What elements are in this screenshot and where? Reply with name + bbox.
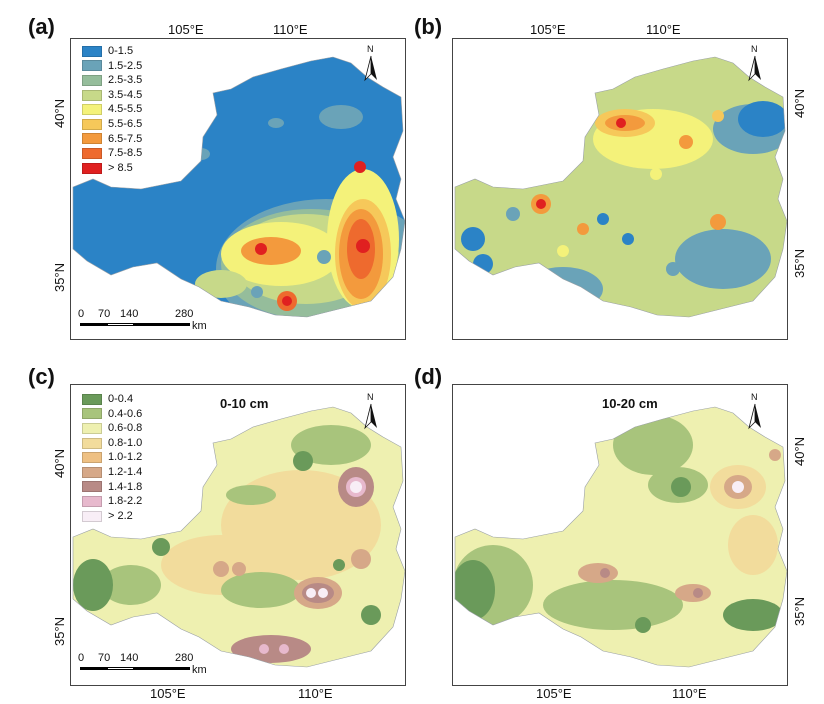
- legend-item: 0.8-1.0: [82, 436, 142, 451]
- legend-item: 4.5-5.5: [82, 102, 142, 117]
- legend-item: 1.5-2.5: [82, 59, 142, 74]
- lon-label-110: 110°E: [273, 22, 308, 37]
- legend-item: 2.5-3.5: [82, 73, 142, 88]
- depth-title-c: 0-10 cm: [220, 396, 269, 411]
- legend-item: 1.8-2.2: [82, 494, 142, 509]
- legend-item: 6.5-7.5: [82, 132, 142, 147]
- panel-label-a: (a): [28, 14, 55, 39]
- panel-label-c: (c): [28, 364, 55, 389]
- depth-title-d: 10-20 cm: [602, 396, 658, 411]
- scale-bar: 0 70 140 280 km: [78, 652, 207, 676]
- map-b: [454, 56, 787, 318]
- legend-item: 1.2-1.4: [82, 465, 142, 480]
- legend-item: > 8.5: [82, 161, 142, 176]
- legend-item: 0-1.5: [82, 44, 142, 59]
- north-arrow-icon: N: [362, 44, 380, 84]
- lat-label-40: 40°N: [792, 88, 807, 118]
- lon-label-105: 105°E: [530, 22, 566, 37]
- lat-label-35: 35°N: [52, 262, 67, 292]
- north-arrow-icon: N: [746, 44, 764, 84]
- north-arrow-icon: N: [362, 392, 380, 432]
- legend-item: 0.6-0.8: [82, 421, 142, 436]
- lat-label-35: 35°N: [792, 596, 807, 626]
- map-frame-a: [70, 38, 406, 340]
- lat-label-35: 35°N: [792, 248, 807, 278]
- lat-label-40: 40°N: [52, 448, 67, 478]
- lon-label-110: 110°E: [646, 22, 681, 37]
- panel-label-d: (d): [414, 364, 443, 389]
- north-arrow-icon: N: [746, 392, 764, 432]
- legend-item: 3.5-4.5: [82, 88, 142, 103]
- legend-top: 0-1.5 1.5-2.5 2.5-3.5 3.5-4.5 4.5-5.5 5.…: [82, 44, 142, 175]
- map-frame-d: [452, 384, 788, 686]
- lon-label-105: 105°E: [150, 686, 186, 701]
- map-d: [454, 406, 787, 668]
- legend-item: 0-0.4: [82, 392, 142, 407]
- lon-label-105: 105°E: [536, 686, 572, 701]
- lat-label-40: 40°N: [52, 98, 67, 128]
- legend-item: 0.4-0.6: [82, 407, 142, 422]
- map-frame-c: [70, 384, 406, 686]
- legend-item: 1.4-1.8: [82, 480, 142, 495]
- legend-item: 1.0-1.2: [82, 450, 142, 465]
- lon-label-110: 110°E: [672, 686, 707, 701]
- map-a: [72, 56, 405, 318]
- map-frame-b: [452, 38, 788, 340]
- legend-item: > 2.2: [82, 509, 142, 524]
- map-c: [72, 406, 405, 668]
- lat-label-35: 35°N: [52, 616, 67, 646]
- lat-label-40: 40°N: [792, 436, 807, 466]
- scale-bar: 0 70 140 280 km: [78, 308, 207, 332]
- lon-label-105: 105°E: [168, 22, 204, 37]
- legend-item: 5.5-6.5: [82, 117, 142, 132]
- legend-bottom: 0-0.4 0.4-0.6 0.6-0.8 0.8-1.0 1.0-1.2 1.…: [82, 392, 142, 523]
- panel-label-b: (b): [414, 14, 443, 39]
- lon-label-110: 110°E: [298, 686, 333, 701]
- legend-item: 7.5-8.5: [82, 146, 142, 161]
